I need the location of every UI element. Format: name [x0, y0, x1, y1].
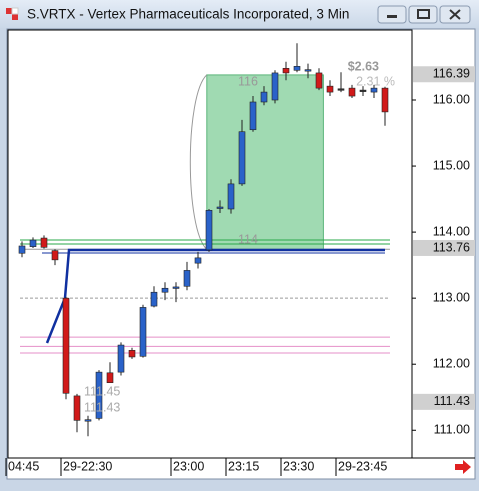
x-tick-label: 23:30 — [283, 459, 314, 473]
candle-body — [271, 72, 279, 101]
annotation: 111.43 — [84, 400, 120, 414]
y-tick-label: 112.00 — [433, 357, 470, 371]
price-flag-label: 116.39 — [433, 67, 470, 81]
candle-body — [370, 87, 378, 93]
close-button[interactable] — [439, 5, 471, 24]
x-tick-label: 23:15 — [228, 459, 259, 473]
candle-body — [128, 350, 136, 358]
candle-body — [315, 72, 323, 89]
candle-body — [326, 85, 334, 93]
app-icon — [6, 7, 19, 20]
candle-body — [29, 239, 37, 247]
candle-body — [238, 131, 246, 185]
candle-body — [161, 287, 169, 293]
annotation: 114 — [238, 232, 258, 246]
price-flag — [413, 66, 475, 83]
x-tick-label: 23:00 — [173, 459, 204, 473]
maximize-button[interactable] — [408, 5, 438, 24]
candle-body — [216, 206, 224, 209]
y-tick-label: 114.00 — [433, 224, 470, 238]
candle-body — [194, 257, 202, 264]
candle-body — [304, 69, 312, 72]
range-box — [206, 74, 324, 250]
candle-body — [260, 91, 268, 103]
annotation: 2.31 % — [356, 74, 395, 88]
y-tick-label: 116.00 — [433, 92, 470, 106]
x-tick-label: 29-22:30 — [63, 459, 112, 473]
candle-body — [117, 344, 125, 373]
candle-body — [183, 270, 191, 287]
y-tick-label: 111.00 — [434, 423, 470, 437]
annotation: 111.45 — [84, 384, 120, 398]
range-arc — [189, 74, 208, 250]
candle-body — [51, 250, 59, 261]
y-tick-label: 115.00 — [433, 158, 470, 172]
annotation: $2.63 — [348, 59, 379, 73]
candle-body — [106, 372, 114, 384]
price-flag — [413, 239, 475, 256]
candle-body — [249, 101, 257, 131]
trend-line — [45, 248, 385, 344]
candle-body — [227, 183, 235, 210]
x-tick-label: 29-23:45 — [338, 459, 387, 473]
candle-body — [337, 88, 345, 91]
candle-body — [73, 395, 81, 421]
minimize-button[interactable] — [377, 5, 407, 24]
candle-body — [172, 286, 180, 289]
price-flag-label: 111.43 — [434, 394, 470, 408]
candle-body — [359, 89, 367, 92]
window-title: S.VRTX - Vertex Pharmaceuticals Incorpor… — [27, 7, 349, 22]
annotation: 116 — [238, 74, 258, 88]
candle-body — [40, 237, 48, 248]
candle-body — [150, 291, 158, 307]
candle-body — [293, 66, 301, 71]
candle-body — [84, 419, 92, 422]
candle-body — [62, 297, 70, 394]
candle-body — [205, 210, 213, 251]
candle-body — [139, 307, 147, 357]
candle-body — [381, 87, 389, 113]
scroll-arrow[interactable] — [455, 460, 471, 474]
candle-body — [282, 68, 290, 74]
price-flag-label: 113.76 — [433, 240, 470, 254]
y-tick-label: 113.00 — [433, 290, 470, 304]
candle-body — [95, 371, 103, 419]
candle-body — [18, 245, 26, 254]
x-tick-label: 04:45 — [8, 459, 39, 473]
candle-body — [348, 87, 356, 97]
price-flag — [413, 393, 475, 410]
